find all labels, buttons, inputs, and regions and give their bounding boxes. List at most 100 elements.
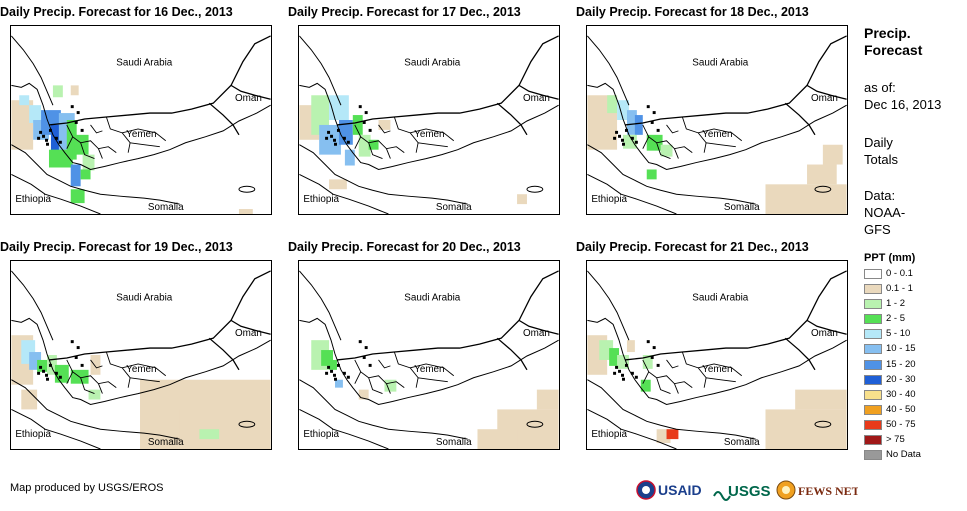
precip-cell <box>70 85 79 96</box>
precip-cell <box>80 169 91 180</box>
admin-boundary <box>66 136 74 149</box>
map-label-yemen: Yemen <box>126 129 156 140</box>
precip-cell <box>329 359 337 370</box>
usaid-logo: USAID <box>658 482 702 498</box>
map-label-somalia: Somalia <box>148 437 184 448</box>
fews-net-icon <box>776 480 796 500</box>
daily-label: Daily <box>864 135 893 150</box>
precip-cell <box>378 120 391 130</box>
precip-cell <box>352 115 363 135</box>
precip-cell <box>807 164 837 185</box>
map-label-yemen: Yemen <box>702 129 732 140</box>
precip-cell <box>238 209 253 214</box>
legend-label: 40 - 50 <box>886 403 916 415</box>
admin-boundary <box>674 383 679 394</box>
coastline <box>299 173 389 214</box>
data-source-line: NOAA- <box>864 205 906 220</box>
admin-boundary <box>642 371 650 384</box>
country-border <box>496 337 528 371</box>
coastline <box>11 379 180 440</box>
coastline <box>587 173 677 214</box>
precip-cell <box>822 144 843 165</box>
precip-cell <box>617 100 629 120</box>
admin-boundary <box>386 148 391 159</box>
legend-label: 20 - 30 <box>886 373 916 385</box>
country-border <box>518 84 559 100</box>
admin-boundary <box>90 124 103 134</box>
as-of-date: as of: Dec 16, 2013 <box>864 79 941 113</box>
precip-cells <box>587 95 847 214</box>
admin-boundary <box>80 142 95 160</box>
usgs-logo-icon <box>713 491 731 501</box>
map-label-somalia: Somalia <box>436 437 472 448</box>
precip-cell <box>626 110 637 135</box>
admin-boundary <box>642 136 650 149</box>
data-source-line: GFS <box>864 222 891 237</box>
map-label-yemen: Yemen <box>126 364 156 375</box>
precip-cell <box>666 429 679 440</box>
precip-cell <box>29 105 42 123</box>
admin-boundary <box>706 142 736 148</box>
precip-cell <box>617 355 629 369</box>
country-border <box>230 84 271 100</box>
panel-title: Daily Precip. Forecast for 18 Dec., 2013 <box>576 5 809 19</box>
coastline <box>299 144 468 205</box>
precip-cell <box>70 164 81 187</box>
islands <box>37 105 84 146</box>
coastline <box>587 379 756 440</box>
map-label-ethiopia: Ethiopia <box>15 429 51 440</box>
islands <box>37 340 84 381</box>
country-border <box>48 270 271 361</box>
coastline <box>11 35 54 106</box>
precip-cell <box>335 379 343 388</box>
admin-boundary <box>698 128 743 142</box>
data-source: Data: NOAA- GFS <box>864 187 905 238</box>
forecast-panel-21: Daily Precip. Forecast for 21 Dec., 2013… <box>576 240 850 451</box>
forecast-map: Saudi Arabia Oman Yemen Ethiopia Somalia <box>586 260 848 450</box>
boundaries <box>11 35 271 214</box>
map-label-saudi: Saudi Arabia <box>404 58 461 69</box>
admin-boundary <box>666 124 679 134</box>
map-canvas: Saudi Arabia Oman Yemen Ethiopia Somalia <box>587 270 847 449</box>
coastline <box>11 270 54 341</box>
boundaries <box>299 35 559 214</box>
totals-label: Totals <box>864 152 898 167</box>
admin-boundary <box>378 359 391 369</box>
legend-label: 50 - 75 <box>886 418 916 430</box>
admin-boundary <box>418 142 448 148</box>
country-border <box>784 102 816 136</box>
as-of-label: as of: <box>864 80 896 95</box>
legend-swatch <box>864 374 882 385</box>
as-of-value: Dec 16, 2013 <box>864 97 942 112</box>
precip-cell <box>321 350 334 366</box>
legend-label: 10 - 15 <box>886 343 916 355</box>
legend-swatch <box>864 269 882 279</box>
islands <box>325 340 372 381</box>
admin-boundary <box>666 359 679 369</box>
map-label-oman: Oman <box>811 328 838 339</box>
precip-cell <box>338 120 353 145</box>
precip-cell <box>660 144 673 157</box>
admin-boundary <box>66 371 74 384</box>
coastline <box>299 317 559 405</box>
country-border <box>624 270 847 361</box>
map-label-ethiopia: Ethiopia <box>303 429 339 440</box>
map-label-ethiopia: Ethiopia <box>15 194 51 205</box>
legend-label: 15 - 20 <box>886 358 916 370</box>
islands <box>325 105 372 146</box>
admin-boundary <box>122 128 167 142</box>
country-border <box>518 319 559 335</box>
daily-totals: Daily Totals <box>864 134 898 168</box>
map-canvas: Saudi Arabia Oman Yemen Ethiopia Somalia <box>299 35 559 214</box>
precip-cell <box>536 389 559 410</box>
admin-boundary <box>98 383 103 394</box>
coastline <box>11 173 101 214</box>
legend-label: 30 - 40 <box>886 388 916 400</box>
precip-cell <box>48 149 73 168</box>
map-label-ethiopia: Ethiopia <box>303 194 339 205</box>
panel-title: Daily Precip. Forecast for 17 Dec., 2013 <box>288 5 521 19</box>
forecast-panel-17: Daily Precip. Forecast for 17 Dec., 2013… <box>288 5 562 216</box>
precip-cell <box>358 389 369 400</box>
coastline <box>587 408 677 449</box>
map-canvas: Saudi Arabia Oman Yemen Ethiopia Somalia <box>11 270 271 449</box>
